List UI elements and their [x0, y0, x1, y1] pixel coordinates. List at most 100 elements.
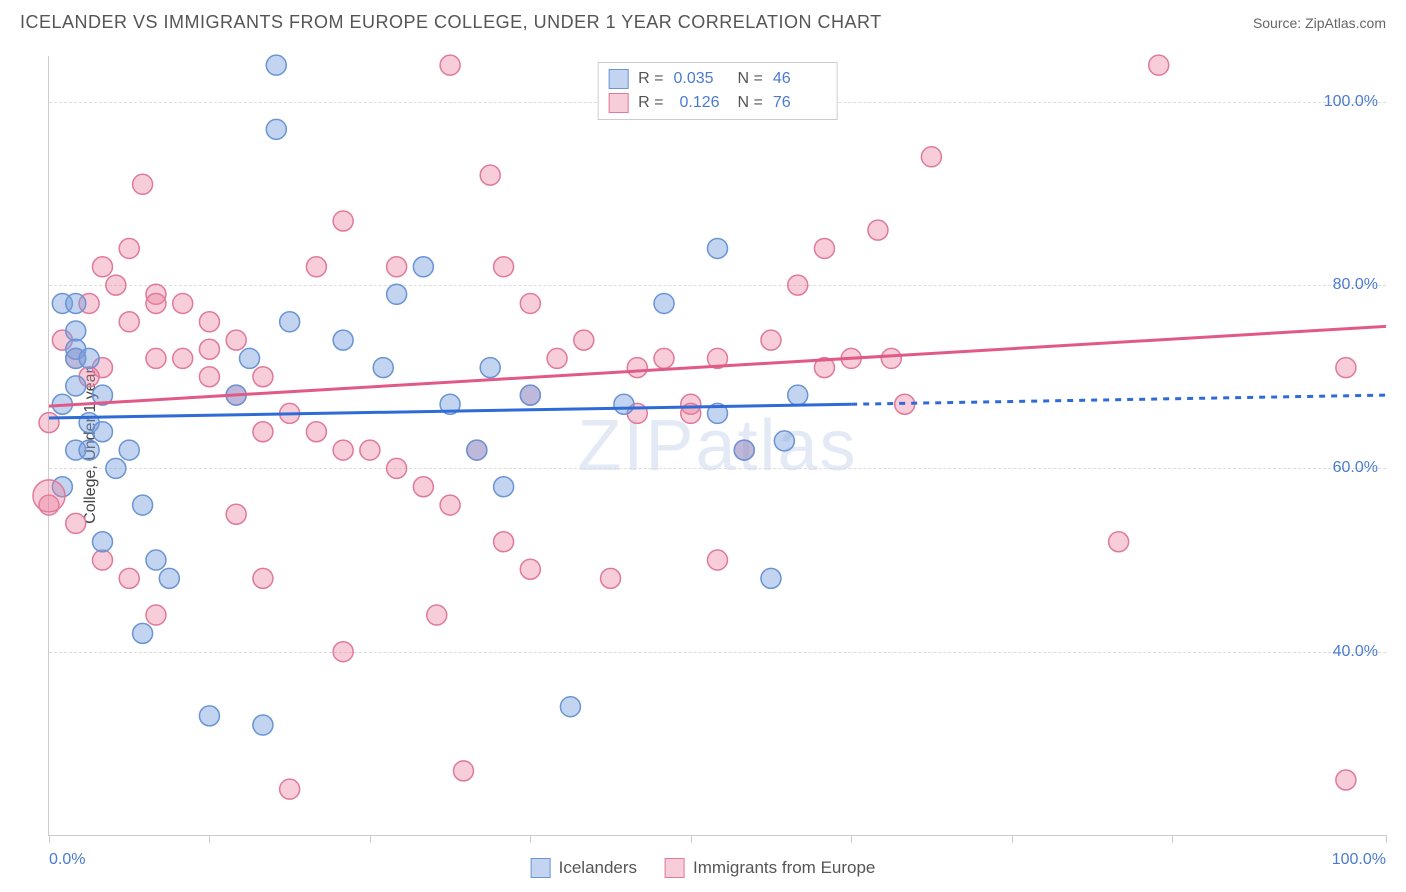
data-point — [173, 293, 193, 313]
data-point — [92, 422, 112, 442]
swatch-icelanders-icon — [531, 858, 551, 878]
r-value-b: 0.126 — [674, 94, 728, 112]
data-point — [520, 385, 540, 405]
data-point — [708, 238, 728, 258]
data-point — [520, 559, 540, 579]
data-point — [480, 358, 500, 378]
data-point — [560, 697, 580, 717]
data-point — [333, 211, 353, 231]
stats-row-b: R = 0.126 N = 76 — [608, 91, 827, 115]
chart-area: College, Under 1 year ZIPatlas 40.0%60.0… — [48, 56, 1386, 836]
data-point — [146, 348, 166, 368]
data-point — [39, 413, 59, 433]
data-point — [333, 440, 353, 460]
data-point — [92, 257, 112, 277]
data-point — [119, 312, 139, 332]
data-point — [266, 119, 286, 139]
data-point — [547, 348, 567, 368]
x-label-right: 100.0% — [1332, 851, 1386, 869]
bottom-legend: Icelanders Immigrants from Europe — [531, 858, 876, 878]
data-point — [360, 440, 380, 460]
data-point — [574, 330, 594, 350]
data-point — [333, 642, 353, 662]
data-point — [66, 513, 86, 533]
data-point — [92, 532, 112, 552]
x-tick — [1386, 835, 1387, 843]
data-point — [226, 504, 246, 524]
x-tick — [370, 835, 371, 843]
stats-row-a: R = 0.035 N = 46 — [608, 67, 827, 91]
data-point — [106, 458, 126, 478]
data-point — [66, 293, 86, 313]
legend-label-a: Icelanders — [559, 858, 637, 878]
data-point — [146, 293, 166, 313]
data-point — [627, 358, 647, 378]
data-point — [1336, 358, 1356, 378]
data-point — [413, 477, 433, 497]
x-tick — [851, 835, 852, 843]
data-point — [601, 568, 621, 588]
data-point — [788, 275, 808, 295]
x-tick — [1172, 835, 1173, 843]
data-point — [79, 348, 99, 368]
data-point — [133, 623, 153, 643]
data-point — [333, 330, 353, 350]
data-point — [159, 568, 179, 588]
x-tick — [530, 835, 531, 843]
data-point — [868, 220, 888, 240]
data-point — [79, 440, 99, 460]
data-point — [199, 367, 219, 387]
data-point — [387, 257, 407, 277]
chart-title: ICELANDER VS IMMIGRANTS FROM EUROPE COLL… — [20, 12, 882, 33]
legend-item-icelanders: Icelanders — [531, 858, 637, 878]
data-point — [387, 284, 407, 304]
data-point — [280, 312, 300, 332]
data-point — [373, 358, 393, 378]
data-point — [266, 55, 286, 75]
data-point — [199, 339, 219, 359]
n-value-a: 46 — [773, 70, 827, 88]
data-point — [106, 275, 126, 295]
data-point — [881, 348, 901, 368]
data-point — [494, 532, 514, 552]
x-tick — [1012, 835, 1013, 843]
data-point — [133, 495, 153, 515]
data-point — [774, 431, 794, 451]
data-point — [788, 385, 808, 405]
data-point — [253, 367, 273, 387]
data-point — [240, 348, 260, 368]
data-point — [1109, 532, 1129, 552]
data-point — [387, 458, 407, 478]
data-point — [440, 495, 460, 515]
data-point — [467, 440, 487, 460]
data-point — [306, 257, 326, 277]
trend-line — [851, 395, 1386, 404]
x-label-left: 0.0% — [49, 851, 85, 869]
data-point — [119, 440, 139, 460]
data-point — [306, 422, 326, 442]
swatch-europe-icon — [665, 858, 685, 878]
source-label: Source: ZipAtlas.com — [1253, 15, 1386, 31]
data-point — [226, 330, 246, 350]
data-point — [33, 480, 65, 512]
swatch-icelanders-icon — [608, 69, 628, 89]
data-point — [453, 761, 473, 781]
data-point — [761, 330, 781, 350]
data-point — [280, 779, 300, 799]
data-point — [494, 257, 514, 277]
data-point — [1336, 770, 1356, 790]
data-point — [146, 605, 166, 625]
x-tick — [49, 835, 50, 843]
data-point — [520, 293, 540, 313]
data-point — [654, 348, 674, 368]
data-point — [814, 238, 834, 258]
legend-item-europe: Immigrants from Europe — [665, 858, 875, 878]
data-point — [199, 706, 219, 726]
x-tick — [209, 835, 210, 843]
data-point — [253, 568, 273, 588]
data-point — [427, 605, 447, 625]
data-point — [66, 376, 86, 396]
data-point — [92, 550, 112, 570]
data-point — [1149, 55, 1169, 75]
data-point — [708, 550, 728, 570]
